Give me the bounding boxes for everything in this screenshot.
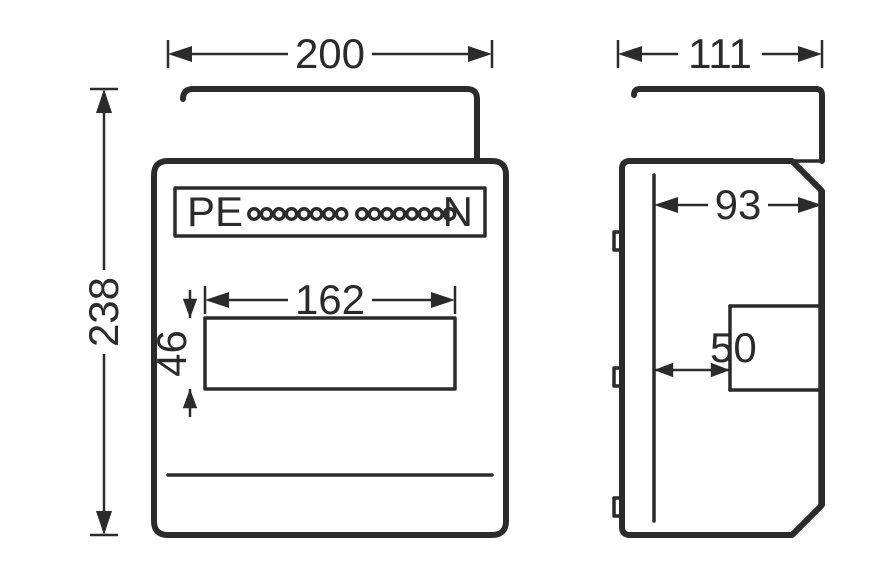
terminal-hole-icon	[394, 209, 404, 219]
terminal-hole-icon	[311, 209, 321, 219]
din-cutout	[205, 318, 455, 389]
label-n: N	[443, 188, 473, 235]
side-tab	[614, 498, 622, 516]
dim-height-front-value: 238	[80, 277, 127, 347]
terminal-hole-icon	[419, 209, 429, 219]
terminal-hole-icon	[369, 209, 379, 219]
dim-depth-side: 111	[618, 30, 822, 77]
dim-slot-depth-value: 50	[710, 324, 757, 371]
dim-cutout-height-value: 46	[148, 330, 195, 377]
dim-front-depth-value: 93	[715, 181, 762, 228]
label-pe: PE	[187, 188, 243, 235]
terminal-hole-icon	[261, 209, 271, 219]
side-tab	[614, 368, 622, 386]
dim-depth-side-value: 111	[688, 30, 752, 77]
dim-slot-depth: 50	[654, 324, 757, 384]
terminal-hole-icon	[324, 209, 334, 219]
dim-front-depth: 93	[654, 181, 822, 228]
terminal-hole-icon	[336, 209, 346, 219]
dim-width-front: 200	[168, 30, 492, 77]
side-view	[614, 89, 822, 535]
terminal-hole-icon	[286, 209, 296, 219]
terminal-hole-icon	[432, 209, 442, 219]
terminal-hole-icon	[274, 209, 284, 219]
dim-cutout-width-value: 162	[295, 276, 365, 323]
dim-cutout-width: 162	[205, 276, 455, 323]
terminal-hole-icon	[249, 209, 259, 219]
dim-height-front: 238	[80, 89, 127, 535]
terminal-hole-icon	[407, 209, 417, 219]
terminal-hole-icon	[357, 209, 367, 219]
side-top-cap	[634, 89, 822, 161]
dim-width-front-value: 200	[295, 30, 365, 77]
terminal-hole-icon	[299, 209, 309, 219]
side-tab	[614, 232, 622, 250]
front-top-cap	[183, 89, 477, 161]
terminal-hole-icon	[382, 209, 392, 219]
